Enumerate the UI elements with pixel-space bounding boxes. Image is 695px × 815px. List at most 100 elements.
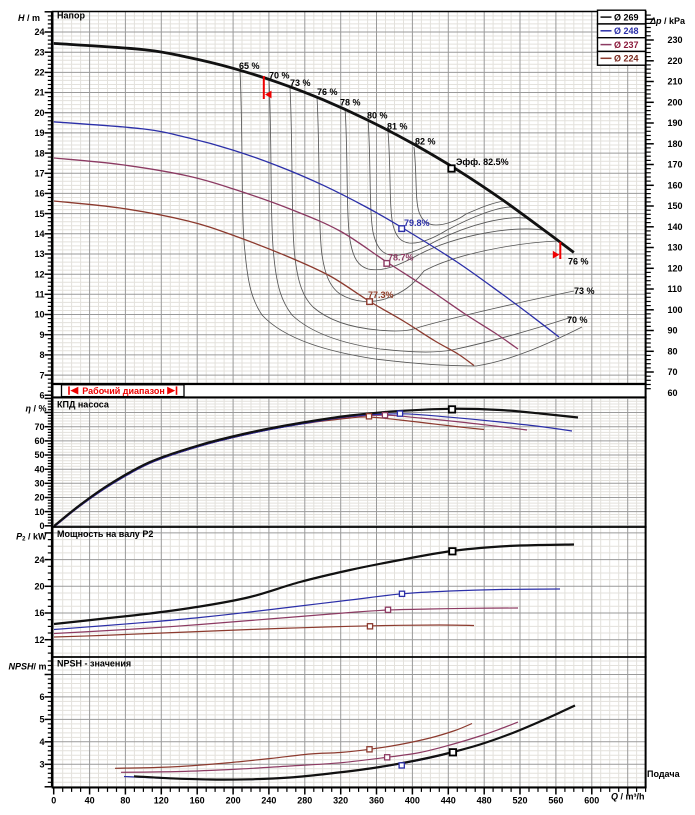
svg-text:60: 60: [34, 436, 44, 446]
svg-text:22: 22: [34, 68, 44, 78]
svg-text:150: 150: [668, 201, 683, 211]
svg-text:Δp / kPa: Δp / kPa: [649, 16, 686, 26]
svg-text:Ø 248: Ø 248: [614, 26, 639, 36]
svg-text:7: 7: [39, 370, 44, 380]
svg-text:20: 20: [34, 108, 44, 118]
svg-text:20: 20: [34, 493, 44, 503]
svg-text:360: 360: [369, 796, 384, 806]
svg-text:H / m: H / m: [18, 13, 40, 23]
svg-text:190: 190: [668, 118, 683, 128]
svg-text:70 %: 70 %: [567, 315, 588, 325]
svg-text:480: 480: [477, 796, 492, 806]
svg-text:400: 400: [405, 796, 420, 806]
svg-text:280: 280: [297, 796, 312, 806]
svg-text:80: 80: [120, 796, 130, 806]
svg-text:12: 12: [34, 269, 44, 279]
svg-text:Подача: Подача: [647, 769, 681, 779]
svg-text:Q / m³/h: Q / m³/h: [611, 792, 645, 802]
svg-text:170: 170: [668, 160, 683, 170]
svg-text:210: 210: [668, 77, 683, 87]
svg-text:200: 200: [668, 98, 683, 108]
svg-text:70: 70: [34, 422, 44, 432]
svg-text:Эфф. 82.5%: Эфф. 82.5%: [456, 157, 509, 167]
svg-text:Ø 237: Ø 237: [614, 40, 639, 50]
svg-text:40: 40: [34, 464, 44, 474]
svg-text:77.3%: 77.3%: [368, 290, 394, 300]
svg-text:КПД насоса: КПД насоса: [57, 400, 110, 410]
svg-text:0: 0: [51, 796, 56, 806]
svg-text:440: 440: [441, 796, 456, 806]
svg-text:8: 8: [39, 350, 44, 360]
svg-text:79.8%: 79.8%: [404, 218, 430, 228]
svg-text:16: 16: [34, 608, 44, 618]
svg-text:90: 90: [668, 326, 678, 336]
svg-text:13: 13: [34, 249, 44, 259]
svg-text:10: 10: [34, 310, 44, 320]
svg-text:12: 12: [34, 635, 44, 645]
svg-text:Напор: Напор: [57, 11, 85, 21]
svg-text:6: 6: [39, 692, 44, 702]
svg-text:11: 11: [35, 290, 45, 300]
svg-text:73 %: 73 %: [574, 286, 595, 296]
svg-text:40: 40: [85, 796, 95, 806]
svg-text:82 %: 82 %: [415, 137, 436, 147]
svg-text:50: 50: [34, 450, 44, 460]
svg-text:3: 3: [39, 760, 44, 770]
svg-text:P2 / kW: P2 / kW: [16, 532, 47, 543]
svg-text:21: 21: [34, 88, 44, 98]
svg-text:78 %: 78 %: [340, 98, 361, 108]
svg-text:18: 18: [34, 148, 44, 158]
svg-text:24: 24: [34, 555, 44, 565]
svg-text:10: 10: [34, 507, 44, 517]
svg-text:Мощность на валу P2: Мощность на валу P2: [57, 529, 153, 539]
svg-text:220: 220: [668, 56, 683, 66]
svg-text:23: 23: [34, 47, 44, 57]
svg-text:160: 160: [190, 796, 205, 806]
svg-text:17: 17: [34, 169, 44, 179]
svg-text:24: 24: [34, 27, 44, 37]
svg-text:78.7%: 78.7%: [388, 253, 414, 263]
svg-text:200: 200: [226, 796, 241, 806]
svg-text:70: 70: [668, 367, 678, 377]
svg-text:5: 5: [39, 715, 44, 725]
svg-text:110: 110: [668, 284, 683, 294]
svg-text:76 %: 76 %: [317, 87, 338, 97]
svg-text:140: 140: [668, 222, 683, 232]
svg-text:Ø 224: Ø 224: [614, 54, 639, 64]
svg-text:20: 20: [34, 582, 44, 592]
svg-text:240: 240: [261, 796, 276, 806]
svg-text:NPSH - значения: NPSH - значения: [57, 659, 131, 669]
svg-text:70 %: 70 %: [269, 71, 290, 81]
svg-text:19: 19: [34, 128, 44, 138]
svg-text:4: 4: [39, 737, 44, 747]
svg-text:100: 100: [668, 305, 683, 315]
svg-text:120: 120: [154, 796, 169, 806]
svg-text:80: 80: [668, 347, 678, 357]
svg-text:180: 180: [668, 139, 683, 149]
svg-text:76 %: 76 %: [568, 257, 589, 267]
svg-text:6: 6: [39, 390, 44, 400]
svg-text:16: 16: [34, 189, 44, 199]
svg-text:0: 0: [39, 521, 44, 531]
svg-text:230: 230: [668, 35, 683, 45]
svg-text:η / %: η / %: [25, 404, 46, 414]
svg-text:81 %: 81 %: [387, 122, 408, 132]
svg-text:30: 30: [34, 479, 44, 489]
svg-text:14: 14: [34, 229, 44, 239]
svg-text:73 %: 73 %: [290, 78, 311, 88]
svg-text:130: 130: [668, 243, 683, 253]
svg-text:120: 120: [668, 264, 683, 274]
svg-text:15: 15: [34, 209, 44, 219]
svg-text:60: 60: [668, 388, 678, 398]
svg-text:600: 600: [584, 796, 599, 806]
svg-text:9: 9: [39, 330, 44, 340]
svg-text:80 %: 80 %: [367, 111, 388, 121]
svg-text:Рабочий диапазон: Рабочий диапазон: [82, 386, 165, 396]
svg-text:320: 320: [333, 796, 348, 806]
svg-text:65 %: 65 %: [239, 61, 260, 71]
svg-text:560: 560: [548, 796, 563, 806]
svg-text:520: 520: [512, 796, 527, 806]
svg-text:Ø 269: Ø 269: [614, 12, 639, 22]
svg-text:NPSH/ m: NPSH/ m: [8, 662, 46, 672]
svg-text:160: 160: [668, 181, 683, 191]
